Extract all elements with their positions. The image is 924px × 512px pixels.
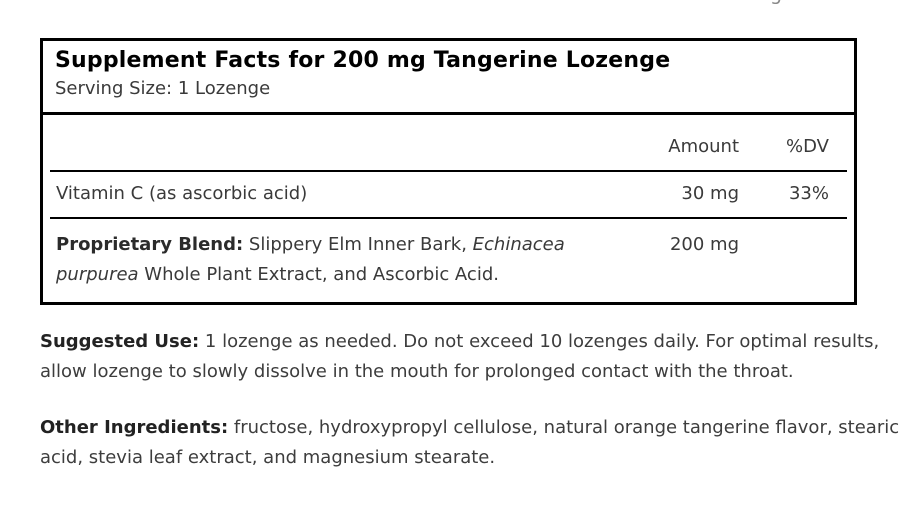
- ingredient-amount: 30 mg: [681, 183, 739, 204]
- blend-description: Proprietary Blend: Slippery Elm Inner Ba…: [50, 230, 627, 290]
- other-ingredients-text: fructose, hydroxypropyl cellulose, natur…: [40, 417, 900, 468]
- serving-size-text: Serving Size: 1 Lozenge: [55, 78, 271, 99]
- table-row-vitamin-c: Vitamin C (as ascorbic acid) 30 mg 33%: [50, 172, 847, 219]
- blend-text-after-italic: Whole Plant Extract, and Ascorbic Acid.: [138, 264, 499, 285]
- other-ingredients-paragraph: Other Ingredients: fructose, hydroxyprop…: [40, 413, 915, 473]
- facts-table-header-row: Amount %DV: [50, 115, 847, 172]
- facts-box-header: Supplement Facts for 200 mg Tangerine Lo…: [43, 41, 854, 115]
- table-row-proprietary-blend: Proprietary Blend: Slippery Elm Inner Ba…: [50, 219, 847, 302]
- blend-italic-species: Echinacea purpurea: [56, 234, 565, 285]
- body-paragraphs: Suggested Use: 1 lozenge as needed. Do n…: [0, 327, 899, 473]
- suggested-use-paragraph: Suggested Use: 1 lozenge as needed. Do n…: [40, 327, 915, 387]
- column-header-amount: Amount: [668, 136, 739, 157]
- ingredient-name: Vitamin C (as ascorbic acid): [56, 183, 308, 204]
- blend-text-before-italic: Slippery Elm Inner Bark,: [243, 234, 473, 255]
- suggested-use-text: 1 lozenge as needed. Do not exceed 10 lo…: [40, 331, 880, 382]
- supplement-facts-box: Supplement Facts for 200 mg Tangerine Lo…: [40, 38, 857, 305]
- ingredient-dv: 33%: [788, 183, 829, 204]
- blend-amount: 200 mg: [669, 234, 739, 255]
- clipped-text-fragment: g: [770, 0, 782, 4]
- facts-table: Amount %DV Vitamin C (as ascorbic acid) …: [50, 115, 847, 302]
- blend-label: Proprietary Blend:: [56, 234, 244, 255]
- column-header-dv: %DV: [786, 136, 829, 157]
- other-ingredients-label: Other Ingredients:: [40, 417, 229, 438]
- facts-title: Supplement Facts for 200 mg Tangerine Lo…: [55, 48, 671, 73]
- suggested-use-label: Suggested Use:: [40, 331, 200, 352]
